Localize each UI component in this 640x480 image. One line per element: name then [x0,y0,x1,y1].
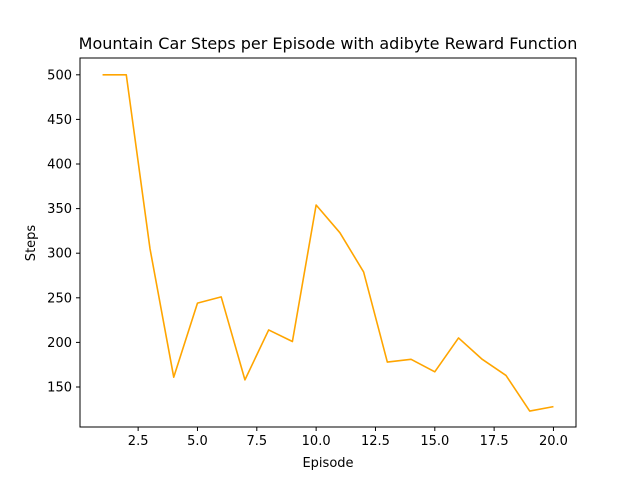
plot-frame [79,57,577,428]
x-tick-label: 12.5 [361,434,390,449]
x-tick-label: 20.0 [539,434,568,449]
axes: 2.5 5.0 7.5 10.0 12.5 15.0 17.5 20.0 150 200 250 30… [47,57,577,449]
y-tick-label: 150 [47,380,72,395]
y-tick-label: 400 [47,158,72,173]
x-tick-label: 17.5 [480,434,509,449]
y-tick-label: 450 [47,113,72,128]
x-tick-label: 15.0 [420,434,449,449]
chart-title: Mountain Car Steps per Episode with adib… [79,34,578,53]
y-tick-label: 250 [47,291,72,306]
x-tick-label: 2.5 [128,434,149,449]
x-axis-label: Episode [302,456,353,471]
y-tick-label: 350 [47,202,72,217]
y-tick-label: 200 [47,336,72,351]
x-tick-label: 5.0 [187,434,208,449]
x-tick-label: 7.5 [246,434,267,449]
y-tick-label: 300 [47,247,72,262]
series-line [102,74,554,412]
y-tick-label: 500 [47,68,72,83]
y-axis-label: Steps [24,225,39,262]
x-tick-label: 10.0 [302,434,331,449]
